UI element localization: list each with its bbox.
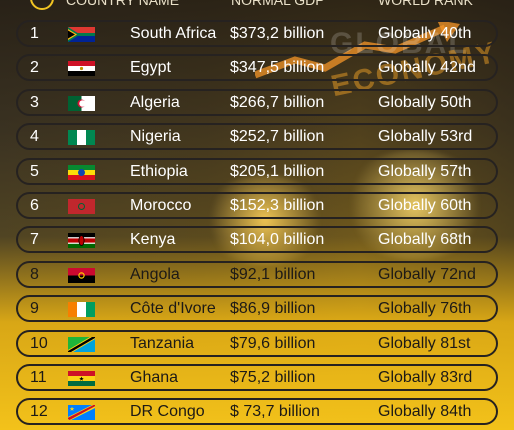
row-number: 5	[30, 162, 39, 180]
world-rank: Globally 40th	[378, 25, 472, 42]
table-row: 9 Côte d'Ivore $86,9 billion Globally 76th	[16, 295, 498, 323]
south-africa-flag-icon	[68, 27, 95, 42]
table-row: 1 South Africa $373,2 billion Globally 40th	[16, 20, 498, 47]
world-rank: Globally 83rd	[378, 369, 473, 386]
country-name: Angola	[130, 265, 180, 283]
country-name: Kenya	[130, 231, 176, 249]
country-name: Ghana	[130, 369, 179, 386]
table-row: 2 Egypt $347,5 billion Globally 42nd	[16, 54, 498, 82]
world-rank: Globally 68th	[378, 231, 472, 249]
ethiopia-flag-icon	[68, 164, 95, 180]
logo-icon	[30, 0, 54, 10]
header-gdp: NORMAL GDP	[231, 0, 325, 8]
country-name: Morocco	[130, 197, 192, 214]
world-rank: Globally 76th	[378, 300, 472, 318]
row-number: 9	[30, 300, 39, 318]
row-number: 7	[30, 231, 39, 249]
table-row: 3 Algeria $266,7 billion Globally 50th	[16, 88, 498, 116]
city-light-glow	[200, 175, 330, 265]
gdp-value: $104,0 billion	[230, 231, 325, 249]
world-rank: Globally 57th	[378, 162, 472, 180]
watermark-line1: GLOBAL	[330, 27, 469, 60]
country-name: Côte d'Ivore	[130, 300, 216, 318]
cote-divoire-flag-icon	[68, 302, 95, 318]
gdp-value: $373,2 billion	[230, 25, 325, 42]
world-rank: Globally 50th	[378, 93, 472, 111]
row-number: 2	[30, 59, 39, 77]
gdp-value: $ 73,7 billion	[230, 403, 320, 421]
city-light-glow	[340, 150, 490, 260]
world-rank: Globally 42nd	[378, 59, 476, 77]
world-rank: Globally 60th	[378, 197, 472, 214]
watermark-logo: GLOBAL ECONOMY	[328, 27, 500, 120]
gdp-value: $75,2 billion	[230, 369, 316, 386]
country-name: DR Congo	[130, 403, 205, 421]
kenya-flag-icon	[68, 233, 95, 249]
country-name: Tanzania	[130, 334, 195, 352]
row-number: 8	[30, 265, 39, 283]
gdp-value: $152,3 billion	[230, 197, 325, 214]
country-name: Algeria	[130, 93, 180, 111]
row-number: 12	[30, 403, 48, 421]
table-row: 4 Nigeria $252,7 billion Globally 53rd	[16, 123, 498, 151]
algeria-flag-icon	[68, 95, 95, 111]
gdp-value: $205,1 billion	[230, 162, 325, 180]
gdp-value: $79,6 billion	[230, 334, 316, 352]
gdp-value: $92,1 billion	[230, 265, 316, 283]
tanzania-flag-icon	[68, 336, 95, 352]
gdp-value: $347,5 billion	[230, 59, 325, 77]
country-name: Ethiopia	[130, 162, 188, 180]
table-row: 8 Angola $92,1 billion Globally 72nd	[16, 260, 498, 288]
row-number: 3	[30, 93, 39, 111]
row-number: 6	[30, 197, 39, 214]
nigeria-flag-icon	[68, 130, 95, 146]
world-rank: Globally 84th	[378, 403, 472, 421]
gdp-value: $86,9 billion	[230, 300, 316, 318]
egypt-flag-icon	[68, 61, 95, 77]
row-number: 1	[30, 25, 39, 42]
row-number: 4	[30, 128, 39, 146]
header-rank: WORLD RANK	[378, 0, 473, 8]
table-row: 10 Tanzania $79,6 billion Globally 81st	[16, 329, 498, 357]
table-row: 7 Kenya $104,0 billion Globally 68th	[16, 226, 498, 254]
morocco-flag-icon	[68, 199, 95, 214]
angola-flag-icon	[68, 267, 95, 283]
table-row: 12 DR Congo $ 73,7 billion Globally 84th	[16, 398, 498, 426]
country-name: Egypt	[130, 59, 171, 77]
table-row: 5 Ethiopia $205,1 billion Globally 57th	[16, 157, 498, 185]
gdp-value: $252,7 billion	[230, 128, 325, 146]
country-name: Nigeria	[130, 128, 181, 146]
world-rank: Globally 72nd	[378, 265, 476, 283]
country-name: South Africa	[130, 25, 217, 42]
dr-congo-flag-icon	[68, 405, 95, 421]
row-number: 10	[30, 334, 48, 352]
table-header: COUNTRY NAME NORMAL GDP WORLD RANK	[0, 0, 514, 12]
gdp-value: $266,7 billion	[230, 93, 325, 111]
table-row: 11 Ghana $75,2 billion Globally 83rd	[16, 364, 498, 391]
header-country: COUNTRY NAME	[66, 0, 180, 8]
world-rank: Globally 53rd	[378, 128, 473, 146]
table-row: 6 Morocco $152,3 billion Globally 60th	[16, 192, 498, 219]
ghana-flag-icon	[68, 371, 95, 386]
row-number: 11	[30, 369, 47, 386]
world-rank: Globally 81st	[378, 334, 471, 352]
